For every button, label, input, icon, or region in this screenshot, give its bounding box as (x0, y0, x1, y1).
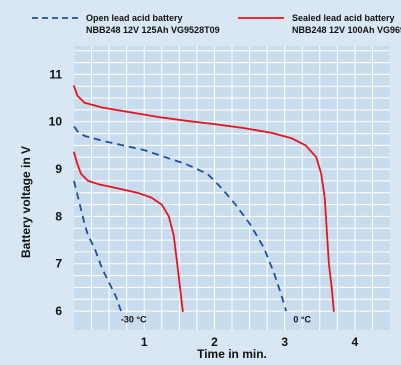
y-tick-label: 8 (55, 209, 62, 223)
x-tick-label: 4 (352, 335, 359, 349)
y-tick-label: 10 (49, 115, 63, 129)
y-tick-label: 11 (49, 67, 62, 81)
series-layer (73, 85, 335, 312)
legend-open-model: NBB248 12V 125Ah VG9528T09 (86, 25, 220, 35)
temperature-annotation: 0 °C (293, 315, 311, 325)
legend: Open lead acid battery NBB248 12V 125Ah … (32, 13, 401, 35)
series-line-sealed (73, 151, 184, 312)
x-tick-label: 3 (281, 335, 288, 349)
grid (74, 46, 390, 330)
x-axis-title: Time in min. (197, 347, 267, 361)
legend-sealed-title: Sealed lead acid battery (292, 13, 395, 23)
legend-sealed-model: NBB248 12V 100Ah VG96924T09 (292, 25, 401, 35)
series-line-open (73, 180, 122, 312)
y-tick-label: 7 (55, 257, 62, 271)
temperature-annotation: -30 °C (121, 315, 147, 325)
annotations: -30 °C 0 °C (121, 315, 312, 325)
tick-labels: 1 2 3 4 6 7 8 9 10 11 (49, 67, 359, 349)
y-tick-label: 6 (55, 304, 62, 318)
y-tick-label: 9 (55, 162, 62, 176)
series-line-sealed (73, 85, 335, 312)
x-tick-label: 1 (141, 335, 148, 349)
y-axis-title: Battery voltage in V (19, 146, 33, 258)
x-tick-label: 2 (211, 335, 218, 349)
legend-open-title: Open lead acid battery (86, 13, 183, 23)
